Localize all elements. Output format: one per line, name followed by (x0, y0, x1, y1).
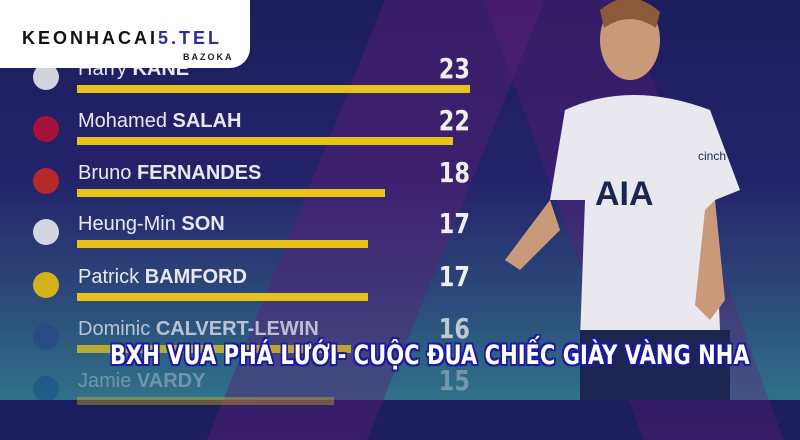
club-crest-icon (33, 116, 59, 142)
club-crest-icon (33, 272, 59, 298)
goal-count: 17 (438, 260, 470, 293)
football-icon: O (53, 28, 71, 48)
player-name: Heung-Min SON (78, 213, 225, 235)
scorer-row: Heung-Min SON 17 (0, 207, 480, 261)
goal-count: 17 (438, 207, 470, 240)
club-crest-icon (33, 168, 59, 194)
shirt-sponsor: AIA (595, 175, 654, 213)
sleeve-sponsor: cinch (698, 149, 726, 163)
logo-text: KEONHACAI5.TEL (22, 28, 223, 48)
goal-bar (77, 397, 334, 405)
site-logo[interactable]: KEONHACAI5.TEL BAZOKA (0, 0, 250, 68)
player-name: Patrick BAMFORD (78, 266, 247, 288)
goal-bar (77, 345, 351, 353)
goal-bar (77, 85, 471, 93)
scorer-row: Bruno FERNANDES 18 (0, 156, 480, 210)
logo-subtitle: BAZOKA (183, 52, 234, 62)
goal-count: 16 (438, 312, 470, 345)
headline: BXH VUA PHÁ LƯỚI- CUỘC ĐUA CHIẾC GIÀY VÀ… (110, 340, 750, 371)
scorer-row: Jamie VARDY 15 (0, 364, 480, 418)
goal-count: 18 (438, 156, 470, 189)
goal-count: 22 (438, 104, 470, 137)
club-crest-icon (33, 376, 59, 402)
goal-bar (77, 189, 385, 197)
scorer-row: Patrick BAMFORD 17 (0, 260, 480, 314)
goal-count: 15 (438, 364, 470, 397)
scorer-row: Dominic CALVERT-LEWIN 16 (0, 312, 480, 366)
scorer-row: Mohamed SALAH 22 (0, 104, 480, 158)
goal-bar (77, 240, 368, 248)
player-photo: AIA cinch (505, 0, 740, 400)
goal-count: 23 (438, 52, 470, 85)
player-name: Mohamed SALAH (78, 110, 242, 132)
club-crest-icon (33, 64, 59, 90)
player-name: Jamie VARDY (78, 370, 206, 392)
player-name: Dominic CALVERT-LEWIN (78, 318, 319, 340)
club-crest-icon (33, 324, 59, 350)
player-name: Bruno FERNANDES (78, 162, 262, 184)
goal-bar (77, 293, 368, 301)
goal-bar (77, 137, 454, 145)
club-crest-icon (33, 219, 59, 245)
